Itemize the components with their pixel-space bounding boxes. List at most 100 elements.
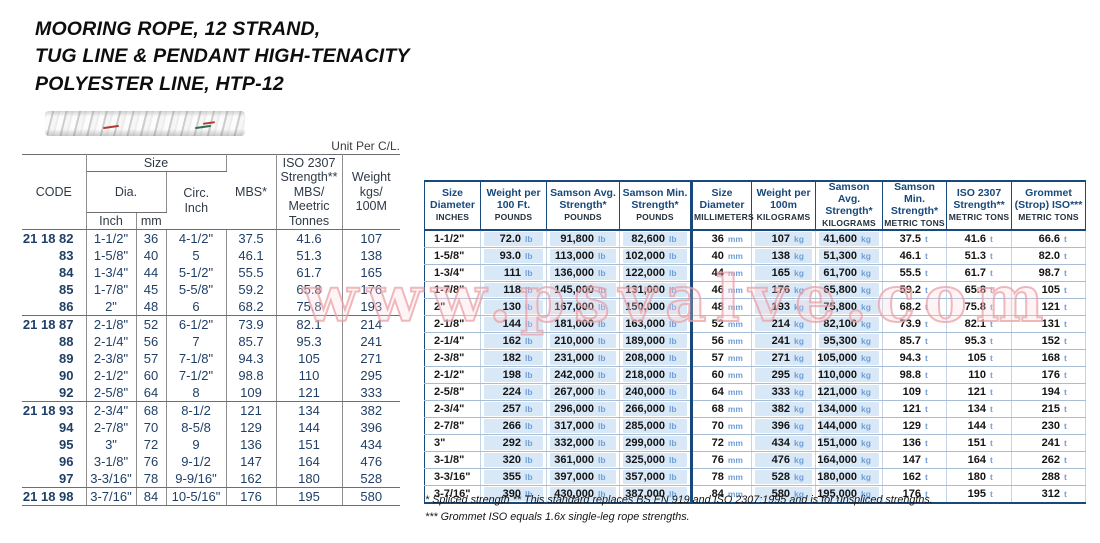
table-cell: 2" [86, 297, 137, 316]
table-cell: 57 mm [691, 349, 752, 368]
table-cell: 94 [22, 418, 87, 436]
unit-label: lb [598, 302, 606, 313]
unit-label: lb [598, 251, 606, 262]
table-row: 94 2-7/8" 70 8-5/8 129 144 396 [22, 418, 400, 436]
table-cell: 107 [360, 230, 383, 246]
table-cell: 84 mm [691, 485, 752, 505]
table-cell: 70 [136, 418, 167, 436]
table-cell: 163,000 lb [619, 315, 693, 334]
unit-label: kg [794, 387, 804, 398]
table-row: 1-1/2" 72.0 lb 91,800 lb 82,600 lb 36 mm 107 kg 41,… [424, 230, 1086, 249]
unit-label: t [1064, 387, 1067, 398]
table-cell: 241 t [1011, 434, 1086, 453]
table-cell: 46.1 t [882, 247, 947, 266]
table-cell: 218,000 lb [619, 366, 693, 385]
table-cell: 162 [226, 469, 277, 488]
table-cell: 332,000 lb [546, 434, 620, 453]
table-cell: 3-1/8" [424, 451, 481, 470]
unit-label: t [925, 472, 928, 483]
unit-label: t [990, 421, 993, 432]
table-cell: 55.5 t [882, 264, 947, 283]
unit-label: t [925, 285, 928, 296]
unit-label: t [990, 302, 993, 313]
unit-label: kg [861, 421, 871, 432]
unit-label: lb [598, 421, 606, 432]
table-cell: 95,300 kg [815, 332, 883, 351]
unit-label: lb [669, 268, 677, 279]
unit-label: t [925, 251, 928, 262]
unit-label: t [925, 302, 928, 313]
unit-label: t [990, 353, 993, 364]
col-header: Samson Min. Strength* METRIC TONS [882, 179, 947, 232]
table-row: 2-3/4" 257 lb 296,000 lb 266,000 lb 68 mm 382 kg 13… [424, 400, 1086, 419]
table-cell: 208,000 lb [619, 349, 693, 368]
table-cell: 266,000 lb [619, 400, 693, 419]
col-header-size: Size [86, 153, 227, 173]
unit-label: kg [861, 268, 871, 279]
table-cell: 8-1/2 [166, 401, 227, 419]
table-cell: 214 [360, 316, 383, 332]
unit-label: lb [669, 421, 677, 432]
table-cell: 198 lb [480, 366, 547, 385]
table-cell: 76 mm [691, 451, 752, 470]
table-cell: 397,000 lb [546, 468, 620, 487]
table-row: 89 2-3/8" 57 7-1/8" 94.3 105 271 [22, 349, 400, 367]
table-cell: 271 [360, 350, 383, 366]
unit-label: kg [861, 285, 871, 296]
unit-label: t [990, 455, 993, 466]
unit-label: kg [794, 404, 804, 415]
unit-label: lb [525, 353, 533, 364]
table-cell: 6 [166, 297, 227, 316]
table-cell: 90 [22, 366, 87, 384]
unit-label: t [990, 404, 993, 415]
table-cell: 110 [276, 366, 343, 384]
table-cell: 95 [22, 435, 87, 453]
table-cell: 1-5/8" [424, 247, 481, 266]
table-cell: 48 mm [691, 298, 752, 317]
table-cell: 44 mm [691, 264, 752, 283]
table-cell: 131 t [1011, 315, 1086, 334]
table-cell: 195 t [946, 485, 1012, 505]
table-cell: 59.2 [226, 280, 277, 298]
table-cell: 70 mm [691, 417, 752, 436]
table-cell: 1-7/8" [86, 280, 137, 298]
table-cell: 41.6 [276, 229, 343, 247]
table-cell: 72.0 lb [480, 230, 547, 249]
table-cell: 267,000 lb [546, 383, 620, 402]
table-cell: 5-5/8" [166, 280, 227, 298]
table-cell: 82,600 lb [619, 230, 693, 249]
table-cell: 1-5/8" [86, 246, 137, 264]
table-cell: 134 t [946, 400, 1012, 419]
table-row: 96 3-1/8" 76 9-1/2 147 164 476 [22, 452, 400, 470]
unit-per-label: Unit Per C/L. [331, 139, 400, 153]
col-header-iso2307: ISO 2307 Strength** MBS/ Meetric Tonnes [276, 154, 343, 230]
table-cell: 396 [360, 419, 383, 435]
table-row: 2-7/8" 266 lb 317,000 lb 285,000 lb 70 mm 396 kg 14… [424, 417, 1086, 436]
table-cell: 7 [166, 332, 227, 350]
unit-label: lb [598, 336, 606, 347]
table-cell: 121 t [1011, 298, 1086, 317]
col-header: Samson Avg. Strength* POUNDS [546, 179, 620, 232]
table-cell: 2-5/8" [86, 383, 137, 402]
table-row: 2-3/8" 182 lb 231,000 lb 208,000 lb 57 mm 271 kg 10… [424, 349, 1086, 368]
table-cell: 180,000 kg [815, 468, 883, 487]
table-cell: 176 kg [751, 281, 816, 300]
unit-label: mm [727, 234, 743, 245]
table-cell: 2-3/8" [424, 349, 481, 368]
table-cell: 2-1/2" [86, 366, 137, 384]
unit-label: lb [669, 234, 677, 245]
table-cell: 144 t [946, 417, 1012, 436]
unit-label: lb [598, 387, 606, 398]
unit-label: lb [598, 353, 606, 364]
page-title: MOORING ROPE, 12 STRAND, TUG LINE & PEND… [35, 18, 410, 95]
unit-label: kg [794, 336, 804, 347]
metric-table-header: CODE Size MBS* ISO 2307 Strength** MBS/ … [22, 153, 401, 230]
table-cell: 86 [22, 297, 87, 316]
table-cell: 82.1 t [946, 315, 1012, 334]
table-cell: 195 [276, 487, 343, 506]
unit-label: lb [525, 268, 533, 279]
table-cell: 102,000 lb [619, 247, 693, 266]
table-cell: 68 [136, 401, 167, 419]
unit-label: kg [861, 302, 871, 313]
table-cell: 136,000 lb [546, 264, 620, 283]
